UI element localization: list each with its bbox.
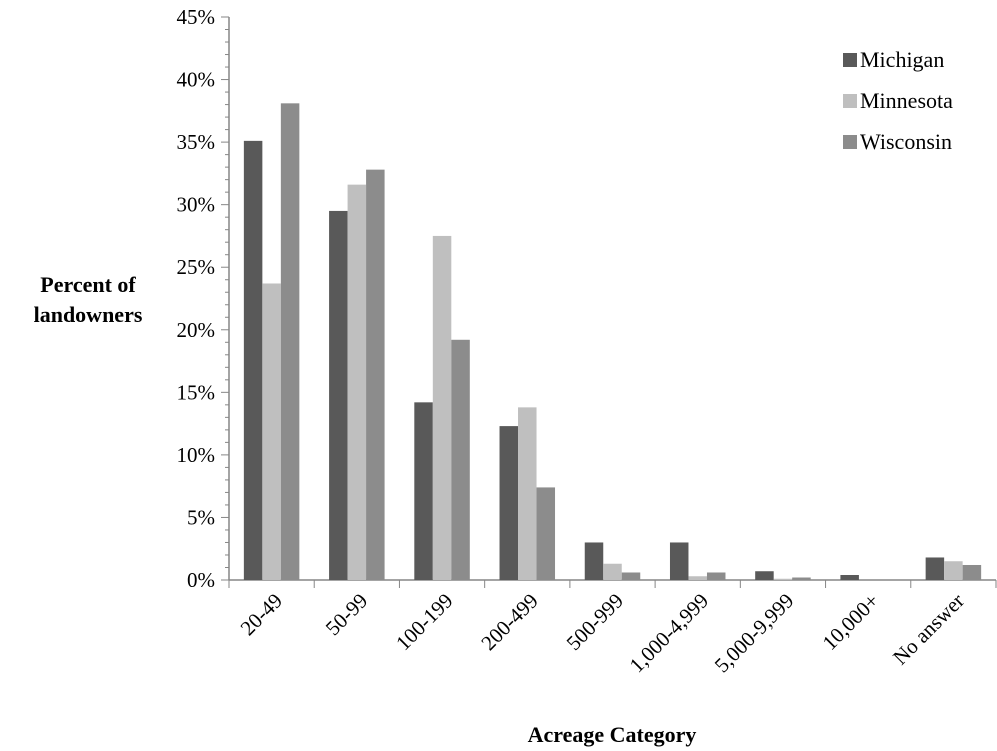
legend-swatch	[843, 94, 857, 108]
legend-label: Michigan	[860, 47, 944, 72]
bar-minnesota-4	[603, 563, 622, 580]
y-tick-label: 45%	[177, 5, 216, 29]
bar-michigan-7	[840, 575, 859, 580]
legend-swatch	[843, 53, 857, 67]
y-tick-label: 10%	[177, 443, 216, 467]
x-category-label: 1,000-4,999	[625, 589, 714, 678]
x-category-label: 500-999	[562, 589, 628, 655]
y-tick-label: 30%	[177, 193, 216, 217]
bar-minnesota-8	[944, 561, 963, 580]
bar-minnesota-1	[347, 184, 367, 580]
y-tick-label: 40%	[177, 68, 216, 92]
y-tick-label: 0%	[187, 568, 215, 592]
bar-wisconsin-1	[366, 169, 385, 580]
x-category-label: No answer	[888, 589, 969, 670]
x-category-label: 20-49	[236, 589, 288, 641]
legend-swatch	[843, 135, 857, 149]
y-tick-label: 20%	[177, 318, 216, 342]
bar-michigan-2	[414, 402, 433, 580]
legend: Michigan Minnesota Wisconsin	[843, 47, 953, 154]
y-tick-label: 15%	[177, 380, 216, 404]
bar-michigan-1	[329, 210, 348, 581]
bar-wisconsin-8	[962, 564, 982, 580]
bar-wisconsin-2	[451, 339, 470, 580]
bar-michigan-8	[925, 557, 945, 580]
bar-michigan-6	[755, 571, 774, 580]
bar-minnesota-2	[432, 235, 452, 580]
bar-michigan-5	[669, 542, 689, 580]
x-axis: 20-49 50-99 100-199 200-499 500-9991,000-4,9…	[228, 579, 997, 678]
y-axis-title-line-1: Percent of	[40, 272, 136, 297]
bar-minnesota-0	[262, 283, 281, 580]
bar-wisconsin-5	[706, 572, 726, 580]
bar-wisconsin-4	[621, 572, 641, 580]
y-axis: 0% 5% 10% 15% 20% 25% 30% 35% 40% 45%	[177, 5, 230, 592]
bar-michigan-0	[243, 140, 263, 581]
bar-minnesota-3	[518, 407, 537, 580]
bar-minnesota-5	[688, 576, 707, 580]
y-axis-title-line-2: landowners	[34, 302, 143, 327]
bar-michigan-4	[584, 542, 604, 580]
y-tick-label: 35%	[177, 130, 216, 154]
bars	[243, 103, 982, 581]
y-tick-label: 5%	[187, 505, 215, 529]
y-tick-label: 25%	[177, 255, 216, 279]
bar-wisconsin-6	[792, 577, 811, 580]
bar-wisconsin-3	[536, 487, 556, 580]
x-category-label: 50-99	[321, 589, 373, 641]
legend-label: Wisconsin	[860, 129, 952, 154]
bar-minnesota-6	[773, 578, 793, 580]
x-category-label: 200-499	[476, 589, 542, 655]
x-category-label: 5,000-9,999	[710, 589, 799, 678]
x-axis-title: Acreage Category	[528, 722, 697, 747]
x-category-label: 10,000+	[818, 589, 884, 655]
bar-michigan-3	[499, 426, 519, 580]
legend-label: Minnesota	[860, 88, 953, 113]
bar-wisconsin-0	[280, 103, 300, 580]
x-category-label: 100-199	[391, 589, 457, 655]
